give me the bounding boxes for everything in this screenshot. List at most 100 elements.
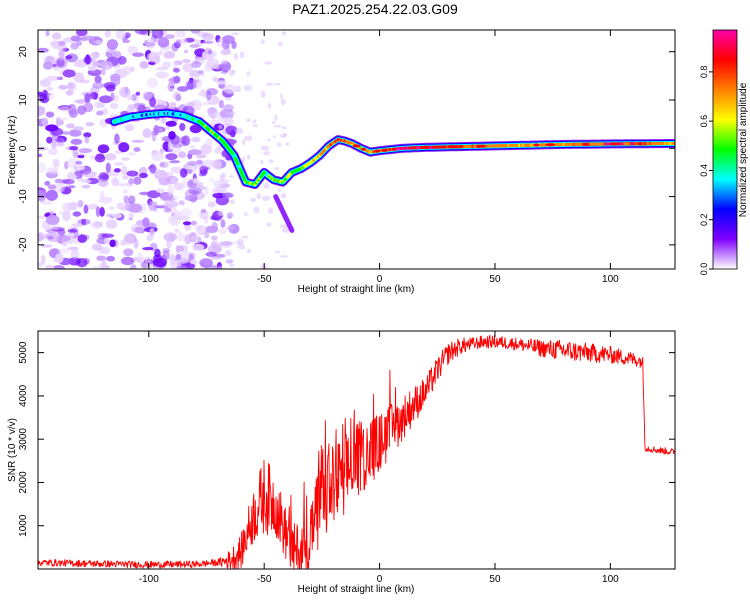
heatmap-speckle xyxy=(173,182,184,191)
heatmap-speckle xyxy=(83,258,90,265)
heatmap-speckle xyxy=(98,95,113,104)
heatmap-speckle xyxy=(180,208,192,217)
heatmap-speckle xyxy=(81,184,91,189)
x-tick-label: -50 xyxy=(257,574,272,585)
heatmap-speckle xyxy=(120,165,128,176)
heatmap-speckle xyxy=(77,234,88,243)
heatmap-speckle xyxy=(180,249,190,258)
heatmap-speckle xyxy=(76,30,88,37)
heatmap-speckle xyxy=(190,220,197,226)
heatmap-speckle xyxy=(199,165,208,175)
heatmap-speckle xyxy=(101,174,109,180)
heatmap-speckle xyxy=(243,85,253,91)
heatmap-speckle xyxy=(178,200,185,206)
heatmap-speckle xyxy=(112,213,122,219)
x-tick-label: -100 xyxy=(139,274,159,285)
heatmap-speckle xyxy=(246,71,251,77)
heatmap-speckle xyxy=(227,212,234,217)
heatmap-speckle xyxy=(122,189,129,194)
heatmap-speckle xyxy=(178,151,187,159)
heatmap-speckle xyxy=(280,192,287,199)
heatmap-speckle xyxy=(47,184,57,190)
heatmap-speckle xyxy=(274,114,278,122)
heatmap-speckle xyxy=(52,158,60,168)
heatmap-speckle xyxy=(216,80,228,85)
heatmap-speckle xyxy=(277,189,281,192)
heatmap-speckle xyxy=(155,171,161,176)
heatmap-speckle xyxy=(135,91,141,96)
ridge-hotspot xyxy=(545,143,556,147)
heatmap-speckle xyxy=(133,147,141,152)
heatmap-speckle xyxy=(235,127,243,135)
heatmap-speckle xyxy=(57,248,70,254)
x-tick-label: 100 xyxy=(602,574,619,585)
snr-x-axis: -100 -50 0 50 100 xyxy=(139,331,619,585)
heatmap-speckle xyxy=(200,144,212,155)
heatmap-speckle xyxy=(204,185,209,196)
heatmap-speckle xyxy=(98,178,109,187)
x-tick-label: 0 xyxy=(377,574,383,585)
heatmap-speckle xyxy=(153,257,167,268)
heatmap-speckle xyxy=(173,60,183,66)
heatmap-speckle xyxy=(41,117,49,127)
heatmap-speckle xyxy=(231,69,236,74)
heatmap-speckle xyxy=(225,225,235,231)
heatmap-speckle xyxy=(172,144,183,148)
heatmap-speckle xyxy=(114,133,120,144)
heatmap-speckle xyxy=(187,149,202,156)
ridge-hotspot xyxy=(588,142,596,146)
heatmap-speckle xyxy=(189,44,200,48)
spectrogram-x-axis: -100 -50 0 50 100 xyxy=(139,30,619,285)
heatmap-speckle xyxy=(46,167,59,174)
heatmap-speckle xyxy=(75,160,83,165)
heatmap-speckle xyxy=(78,148,93,154)
heatmap-speckle xyxy=(70,35,82,42)
heatmap-speckle xyxy=(70,42,79,50)
heatmap-speckle xyxy=(127,45,139,55)
heatmap-speckle xyxy=(228,224,240,234)
heatmap-speckle xyxy=(210,256,221,260)
heatmap-speckle xyxy=(58,117,68,121)
heatmap-speckle xyxy=(219,241,233,246)
heatmap-speckle xyxy=(204,47,213,55)
heatmap-speckle xyxy=(250,197,257,202)
heatmap-speckle xyxy=(266,222,272,227)
heatmap-speckle xyxy=(186,161,199,166)
heatmap-speckle xyxy=(91,220,103,229)
heatmap-speckle xyxy=(118,142,130,153)
heatmap-speckle xyxy=(62,69,76,78)
heatmap-speckle xyxy=(217,210,224,216)
heatmap-speckle xyxy=(170,215,178,224)
heatmap-speckle xyxy=(148,166,160,173)
heatmap-speckle xyxy=(44,56,55,65)
heatmap-speckle xyxy=(246,118,251,123)
heatmap-speckle xyxy=(185,101,195,107)
heatmap-speckle xyxy=(109,239,116,248)
heatmap-speckle xyxy=(256,193,262,200)
heatmap-speckle xyxy=(127,95,134,101)
heatmap-speckle xyxy=(116,202,125,210)
heatmap-speckle xyxy=(70,138,83,145)
heatmap-speckle xyxy=(91,53,99,60)
heatmap-speckle xyxy=(189,79,200,83)
heatmap-speckle xyxy=(52,182,66,193)
heatmap-speckle xyxy=(221,129,227,137)
heatmap-speckle xyxy=(52,265,65,269)
heatmap-speckle xyxy=(94,154,106,163)
heatmap-speckle xyxy=(151,151,164,162)
heatmap-speckle xyxy=(174,228,180,234)
heatmap-speckle xyxy=(48,147,58,156)
ridge-hotspot xyxy=(360,147,367,151)
heatmap-speckle xyxy=(237,244,246,250)
heatmap-speckle xyxy=(104,236,110,245)
heatmap-speckle xyxy=(101,233,114,238)
heatmap-speckle xyxy=(144,256,152,268)
ridge-hotspot xyxy=(450,145,457,149)
heatmap-speckle xyxy=(228,175,234,178)
heatmap-speckle xyxy=(169,160,181,164)
snr-frame xyxy=(37,330,676,570)
heatmap-speckle xyxy=(94,75,102,84)
y-tick-label: 20 xyxy=(18,46,29,58)
heatmap-speckle xyxy=(91,40,97,45)
heatmap-speckle xyxy=(155,188,165,193)
